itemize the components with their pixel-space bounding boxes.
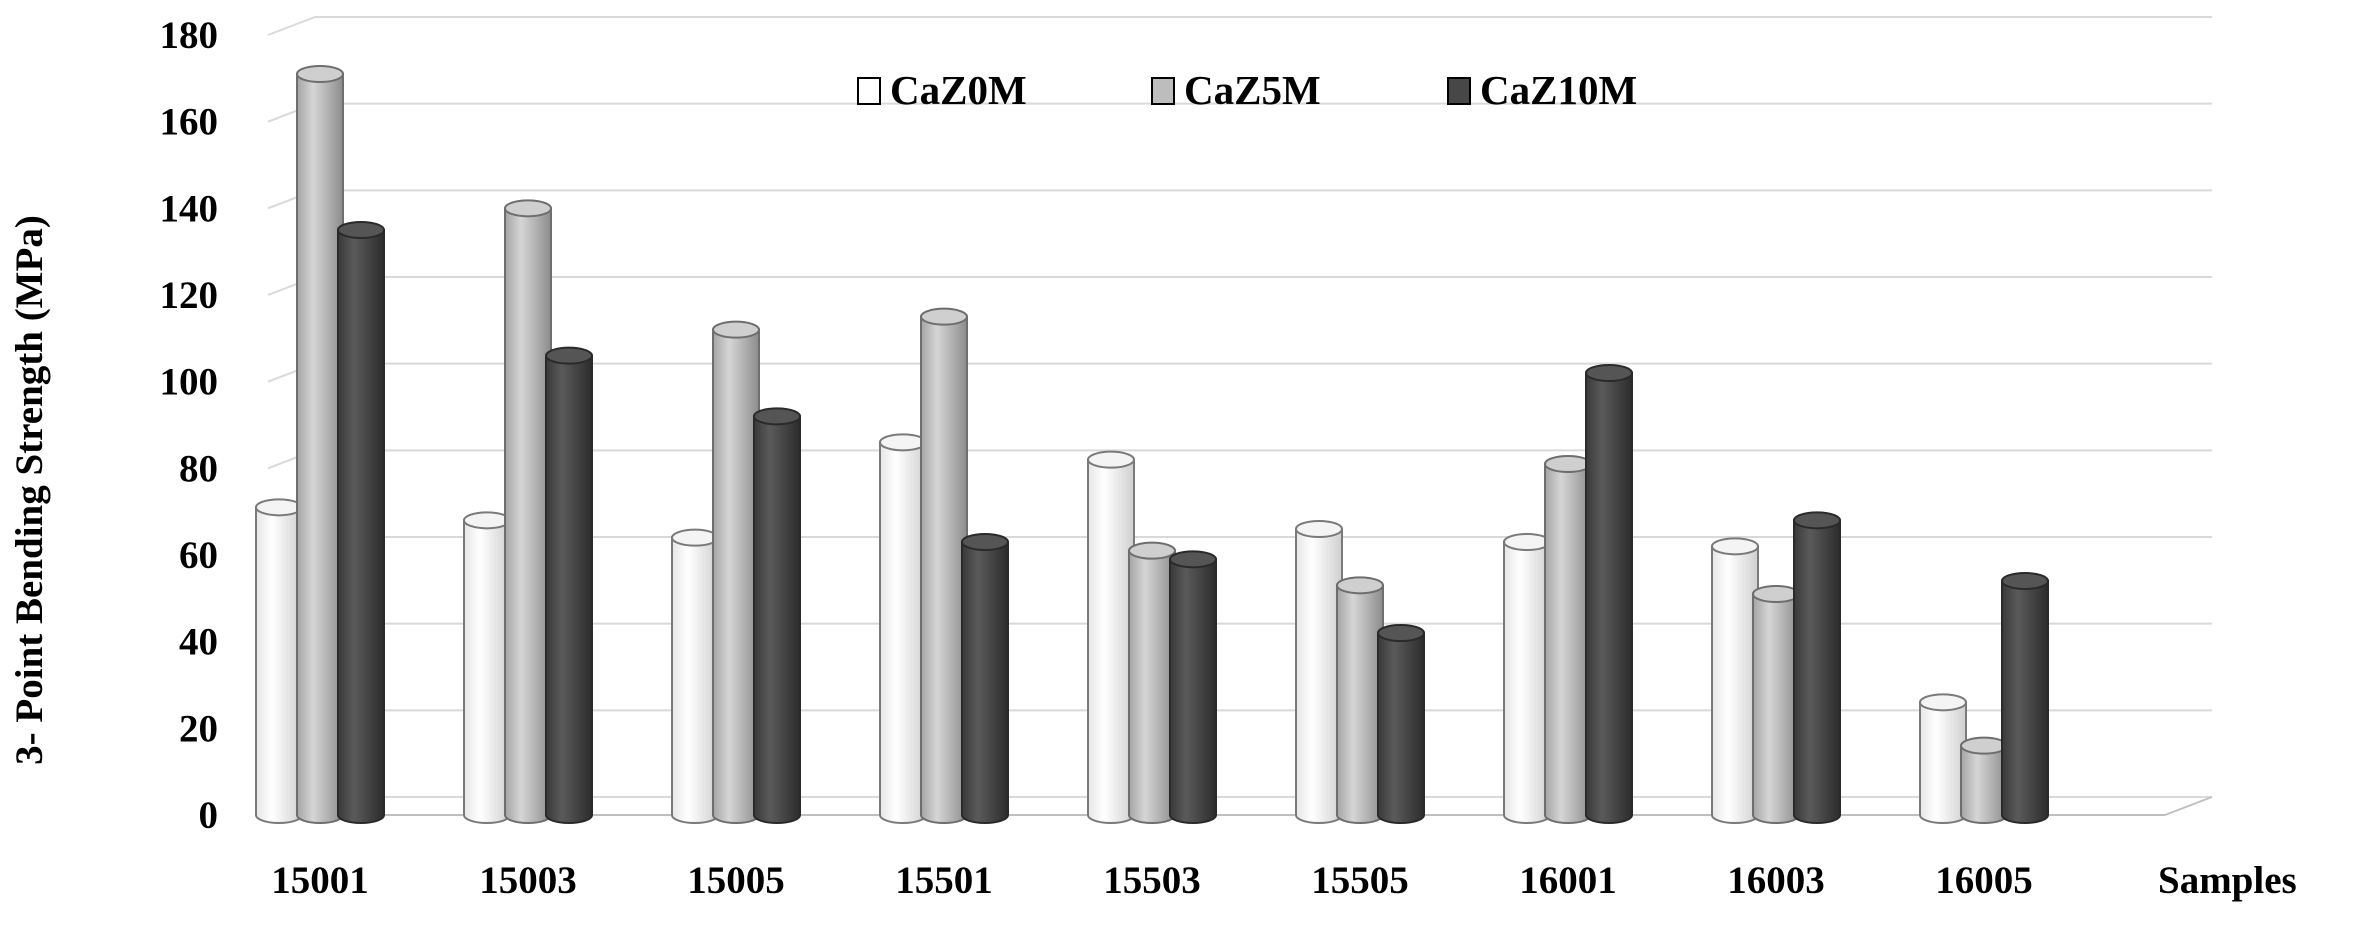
bar-top-CaZ0M-15005 bbox=[671, 528, 719, 547]
x-axis-title: Samples bbox=[2158, 859, 2297, 902]
bar-top-CaZ5M-15003 bbox=[504, 199, 552, 218]
bar-CaZ5M-16005 bbox=[1960, 744, 2008, 824]
bar-CaZ0M-15505 bbox=[1295, 528, 1343, 824]
x-axis-depth bbox=[2164, 796, 2213, 816]
legend-swatch-CaZ0M bbox=[857, 77, 881, 105]
bar-top-CaZ5M-15001 bbox=[296, 65, 344, 83]
bar-top-CaZ10M-15001 bbox=[337, 221, 385, 239]
bar-CaZ5M-15503 bbox=[1128, 549, 1176, 824]
y-tick-label: 100 bbox=[160, 361, 219, 404]
y-tick-label: 80 bbox=[179, 447, 218, 490]
x-tick-label: 16003 bbox=[1727, 859, 1825, 902]
bar-CaZ0M-16005 bbox=[1919, 701, 1967, 824]
bar-top-CaZ0M-15505 bbox=[1295, 520, 1343, 538]
bar-CaZ5M-15003 bbox=[504, 207, 552, 824]
bar-CaZ5M-15505 bbox=[1336, 584, 1384, 824]
bar-CaZ10M-16001 bbox=[1585, 372, 1633, 824]
legend-label-CaZ5M: CaZ5M bbox=[1184, 67, 1321, 113]
gridlines bbox=[267, 16, 2212, 816]
x-tick-label: 15003 bbox=[479, 859, 577, 902]
bar-CaZ0M-15501 bbox=[879, 441, 927, 824]
bar-top-CaZ5M-16005 bbox=[1960, 736, 2008, 755]
y-tick-label: 40 bbox=[179, 621, 218, 664]
bar-CaZ10M-15505 bbox=[1377, 632, 1425, 824]
bar-CaZ5M-15501 bbox=[920, 315, 968, 824]
bar-CaZ10M-16003 bbox=[1793, 519, 1841, 824]
legend-swatch-CaZ5M bbox=[1151, 77, 1175, 105]
bar-CaZ5M-15001 bbox=[296, 73, 344, 824]
legend: CaZ0M CaZ5M CaZ10M bbox=[857, 67, 1637, 113]
bar-top-CaZ10M-15005 bbox=[753, 407, 801, 426]
bar-top-CaZ0M-15501 bbox=[879, 433, 927, 452]
bar-CaZ0M-16003 bbox=[1711, 545, 1759, 824]
y-tick-label: 0 bbox=[199, 794, 219, 837]
bar-top-CaZ10M-16005 bbox=[2001, 572, 2049, 590]
bar-CaZ5M-16003 bbox=[1752, 593, 1800, 824]
x-tick-label: 15505 bbox=[1311, 859, 1409, 902]
legend-label-CaZ10M: CaZ10M bbox=[1480, 67, 1637, 113]
bar-CaZ0M-15005 bbox=[671, 536, 719, 824]
bar-top-CaZ0M-16005 bbox=[1919, 693, 1967, 712]
bar-top-CaZ10M-15003 bbox=[545, 346, 593, 365]
y-tick-label: 60 bbox=[179, 534, 218, 577]
bar-top-CaZ0M-16003 bbox=[1711, 537, 1759, 556]
y-tick-label: 160 bbox=[160, 101, 219, 144]
x-tick-label: 16005 bbox=[1935, 859, 2033, 902]
bar-top-CaZ5M-16001 bbox=[1544, 455, 1592, 473]
bar-CaZ10M-15003 bbox=[545, 354, 593, 824]
bar-top-CaZ0M-15001 bbox=[255, 498, 303, 517]
bar-top-CaZ10M-15505 bbox=[1377, 624, 1425, 642]
y-tick-label: 120 bbox=[160, 274, 219, 317]
y-tick-label: 20 bbox=[179, 707, 218, 750]
bar-top-CaZ10M-15501 bbox=[961, 533, 1009, 551]
bar-CaZ0M-15003 bbox=[463, 519, 511, 824]
bar-top-CaZ10M-16001 bbox=[1585, 364, 1633, 382]
bar-CaZ0M-15503 bbox=[1087, 458, 1135, 824]
bar-top-CaZ0M-15503 bbox=[1087, 450, 1135, 469]
bar-CaZ0M-16001 bbox=[1503, 541, 1551, 824]
x-tick-label: 15503 bbox=[1103, 859, 1201, 902]
x-tick-label: 15501 bbox=[895, 859, 993, 902]
legend-label-CaZ0M: CaZ0M bbox=[890, 67, 1027, 113]
bar-top-CaZ5M-15005 bbox=[712, 320, 760, 339]
y-axis-title: 3- Point Bending Strength (MPa) bbox=[8, 215, 51, 765]
bar-top-CaZ0M-16001 bbox=[1503, 533, 1551, 551]
bar-CaZ10M-15503 bbox=[1169, 558, 1217, 824]
bar-top-CaZ5M-15505 bbox=[1336, 576, 1384, 595]
bar-top-CaZ5M-16003 bbox=[1752, 585, 1800, 603]
bar-CaZ10M-15005 bbox=[753, 415, 801, 824]
bar-top-CaZ10M-16003 bbox=[1793, 511, 1841, 530]
bar-CaZ10M-16005 bbox=[2001, 580, 2049, 824]
bars bbox=[255, 65, 2049, 824]
bar-CaZ10M-15501 bbox=[961, 541, 1009, 824]
x-tick-label: 16001 bbox=[1519, 859, 1617, 902]
x-tick-label: 15001 bbox=[271, 859, 369, 902]
bar-CaZ0M-15001 bbox=[255, 506, 303, 824]
y-tick-label: 180 bbox=[160, 14, 219, 57]
legend-swatch-CaZ10M bbox=[1447, 77, 1471, 105]
x-tick-label: 15005 bbox=[687, 859, 785, 902]
gridline-depth bbox=[267, 16, 316, 36]
bar-top-CaZ5M-15503 bbox=[1128, 541, 1176, 560]
tick-labels: 0 20 40 60 80 100 120 140 160 180 15001 15003 15005 1… bbox=[160, 14, 2033, 902]
bar-CaZ10M-15001 bbox=[337, 229, 385, 824]
bar-top-CaZ10M-15503 bbox=[1169, 550, 1217, 569]
bar-top-CaZ0M-15003 bbox=[463, 511, 511, 530]
y-tick-label: 140 bbox=[160, 187, 219, 230]
bar-CaZ5M-16001 bbox=[1544, 463, 1592, 824]
bar-top-CaZ5M-15501 bbox=[920, 307, 968, 326]
bar-CaZ5M-15005 bbox=[712, 328, 760, 824]
